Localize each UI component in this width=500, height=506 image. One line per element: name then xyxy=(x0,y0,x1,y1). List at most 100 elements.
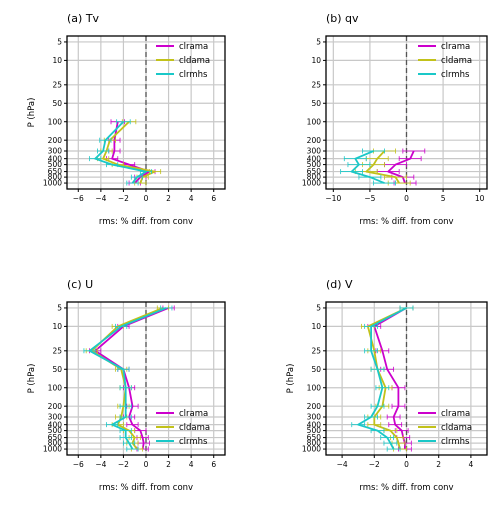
series-line-clrmhs xyxy=(94,121,147,184)
x-axis-label: rms: % diff. from conv xyxy=(99,217,193,227)
x-tick-label: −2 xyxy=(369,460,380,469)
y-tick-label: 200 xyxy=(307,136,322,145)
panel-title: (a) Tv xyxy=(67,12,100,25)
series-clrmhs xyxy=(83,305,173,452)
x-tick-label: 2 xyxy=(166,194,171,203)
y-tick-label: 25 xyxy=(52,80,62,89)
y-tick-label: 25 xyxy=(311,80,321,89)
series-clrmhs xyxy=(351,305,414,452)
x-tick-label: −10 xyxy=(325,194,341,203)
y-tick-label: 5 xyxy=(316,38,321,47)
y-tick-label: 800 xyxy=(307,439,322,448)
y-tick-label: 10 xyxy=(311,56,321,65)
x-tick-label: 4 xyxy=(189,460,194,469)
series-line-clrama xyxy=(94,307,169,450)
legend: clrama cldama clrmhs xyxy=(156,42,210,80)
y-tick-label: 1000 xyxy=(43,179,62,188)
x-tick-label: −2 xyxy=(118,460,129,469)
y-tick-label: 5 xyxy=(57,304,62,313)
series-line-cldama xyxy=(102,121,156,184)
y-tick-label: 100 xyxy=(307,117,322,126)
series-line-cldama xyxy=(90,307,164,450)
series-cldama xyxy=(97,119,162,186)
legend-label: clrama xyxy=(441,42,470,52)
y-tick-label: 800 xyxy=(48,173,63,182)
series-cldama xyxy=(354,148,411,186)
y-tick-label: 300 xyxy=(48,147,63,156)
panel-title: (d) V xyxy=(326,278,353,291)
x-tick-label: 6 xyxy=(211,194,216,203)
y-tick-label: 400 xyxy=(48,154,63,163)
y-tick-label: 50 xyxy=(52,99,62,108)
y-tick-label: 5 xyxy=(316,304,321,313)
x-tick-label: 6 xyxy=(211,460,216,469)
y-tick-label: 50 xyxy=(311,365,321,374)
x-tick-label: 4 xyxy=(469,460,474,469)
y-axis-label: P (hPa) xyxy=(27,98,37,128)
legend-label: clrama xyxy=(179,42,208,52)
y-tick-label: 5 xyxy=(57,38,62,47)
series-line-clrama xyxy=(111,121,151,184)
legend: clrama cldama clrmhs xyxy=(156,409,210,447)
y-tick-label: 100 xyxy=(307,383,322,392)
legend: clrama cldama clrmhs xyxy=(418,409,472,447)
series-line-clrmhs xyxy=(88,307,167,450)
y-tick-label: 650 xyxy=(307,167,322,176)
series-clrama xyxy=(89,305,175,452)
x-tick-label: 0 xyxy=(404,194,409,203)
y-tick-label: 50 xyxy=(311,99,321,108)
panel-title: (b) qv xyxy=(326,12,359,25)
y-tick-label: 25 xyxy=(311,346,321,355)
x-tick-label: −4 xyxy=(95,194,106,203)
y-tick-label: 650 xyxy=(48,167,63,176)
x-tick-label: −5 xyxy=(364,194,375,203)
y-tick-label: 10 xyxy=(311,322,321,331)
y-tick-label: 500 xyxy=(48,426,63,435)
y-tick-label: 800 xyxy=(48,439,63,448)
x-axis-label: rms: % diff. from conv xyxy=(99,483,193,493)
y-tick-label: 400 xyxy=(307,154,322,163)
y-tick-label: 100 xyxy=(48,383,63,392)
panel-title: (c) U xyxy=(67,278,93,291)
series-line-clrama xyxy=(387,150,415,184)
y-tick-label: 25 xyxy=(52,346,62,355)
legend-label: clrmhs xyxy=(441,70,470,80)
y-axis-label: P (hPa) xyxy=(286,364,296,394)
y-tick-label: 200 xyxy=(48,402,63,411)
series-line-clrmhs xyxy=(350,150,385,184)
x-tick-label: 5 xyxy=(441,194,446,203)
x-tick-label: 0 xyxy=(144,194,149,203)
y-tick-label: 10 xyxy=(52,322,62,331)
legend-label: cldama xyxy=(441,423,472,433)
y-tick-label: 650 xyxy=(307,433,322,442)
x-tick-label: −6 xyxy=(73,460,84,469)
legend-label: cldama xyxy=(179,423,210,433)
x-tick-label: 0 xyxy=(404,460,409,469)
x-tick-label: −6 xyxy=(73,194,84,203)
legend-label: cldama xyxy=(179,56,210,66)
y-tick-label: 200 xyxy=(48,136,63,145)
legend-label: clrmhs xyxy=(179,437,208,447)
y-tick-label: 200 xyxy=(307,402,322,411)
y-tick-label: 100 xyxy=(48,117,63,126)
legend-label: clrama xyxy=(441,409,470,419)
x-tick-label: 2 xyxy=(166,460,171,469)
series-clrmhs xyxy=(89,119,153,186)
y-tick-label: 500 xyxy=(48,160,63,169)
x-tick-label: −2 xyxy=(118,194,129,203)
series-line-cldama xyxy=(366,307,407,450)
y-tick-label: 800 xyxy=(307,173,322,182)
x-tick-label: −4 xyxy=(337,460,348,469)
x-tick-label: 0 xyxy=(144,460,149,469)
series-cldama xyxy=(361,305,414,452)
y-tick-label: 500 xyxy=(307,426,322,435)
y-tick-label: 500 xyxy=(307,160,322,169)
legend: clrama cldama clrmhs xyxy=(418,42,472,80)
legend-label: cldama xyxy=(441,56,472,66)
y-tick-label: 1000 xyxy=(43,445,62,454)
